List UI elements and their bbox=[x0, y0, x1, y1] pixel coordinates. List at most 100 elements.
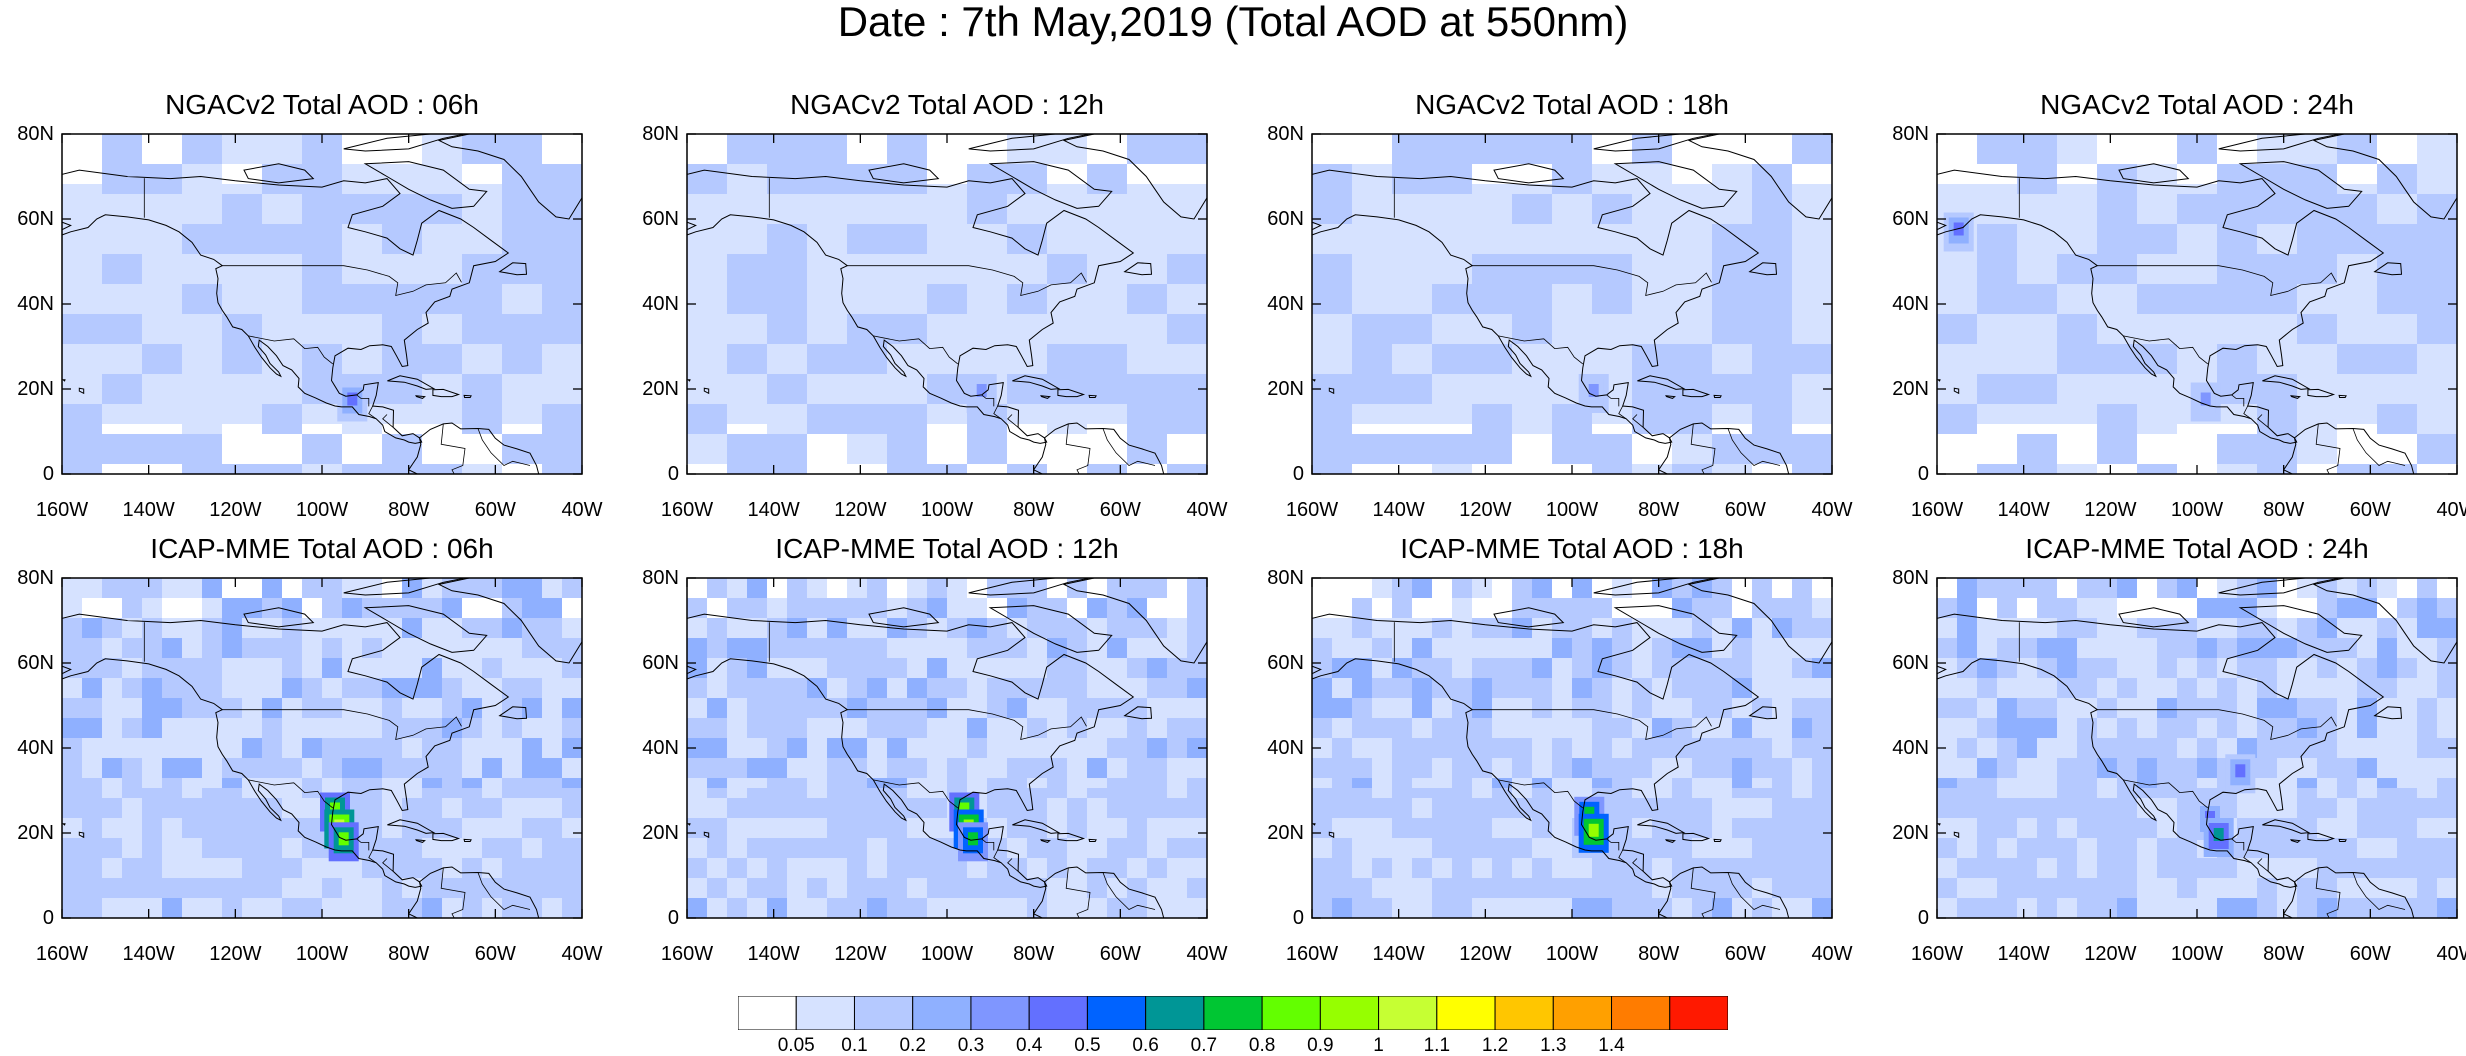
political-border bbox=[1632, 414, 1644, 428]
aod-cell bbox=[1147, 384, 1157, 394]
aod-cell bbox=[312, 738, 322, 748]
aod-cell bbox=[1107, 464, 1117, 474]
aod-cell bbox=[172, 444, 182, 454]
aod-cell bbox=[867, 144, 877, 154]
aod-cell bbox=[1312, 284, 1322, 294]
aod-cell bbox=[322, 738, 332, 748]
aod-cell bbox=[2017, 294, 2027, 304]
aod-cell bbox=[1682, 374, 1692, 384]
aod-cell bbox=[432, 344, 442, 354]
aod-cell bbox=[1432, 364, 1442, 374]
aod-cell bbox=[342, 748, 352, 758]
aod-cell bbox=[2217, 194, 2227, 204]
aod-cell bbox=[1562, 184, 1572, 194]
aod-cell bbox=[2027, 284, 2037, 294]
aod-cell bbox=[422, 204, 432, 214]
aod-cell bbox=[392, 374, 402, 384]
aod-cell bbox=[1997, 254, 2007, 264]
aod-cell bbox=[867, 174, 877, 184]
aod-cell bbox=[192, 304, 202, 314]
aod-cell bbox=[1117, 184, 1127, 194]
aod-cell bbox=[102, 184, 112, 194]
aod-cell bbox=[562, 284, 572, 294]
aod-cell bbox=[1532, 314, 1542, 324]
aod-cell bbox=[302, 274, 312, 284]
aod-cell bbox=[1352, 434, 1362, 444]
aod-cell bbox=[807, 364, 817, 374]
aod-cell bbox=[92, 868, 102, 878]
aod-cell bbox=[292, 818, 302, 828]
aod-cell bbox=[292, 908, 302, 918]
aod-cell bbox=[997, 194, 1007, 204]
aod-cell bbox=[1732, 394, 1742, 404]
aod-cell bbox=[1482, 154, 1492, 164]
aod-cell bbox=[807, 464, 817, 474]
aod-cell bbox=[2217, 264, 2227, 274]
aod-cell bbox=[1782, 164, 1792, 174]
aod-cell bbox=[2347, 154, 2357, 164]
aod-cell bbox=[1177, 414, 1187, 424]
aod-cell bbox=[1692, 144, 1702, 154]
aod-cell bbox=[302, 788, 312, 798]
aod-cell bbox=[1712, 384, 1722, 394]
aod-cell bbox=[977, 164, 987, 174]
aod-cell bbox=[2377, 164, 2387, 174]
aod-cell bbox=[162, 688, 172, 698]
aod-cell bbox=[2007, 234, 2017, 244]
aod-cell bbox=[2387, 164, 2397, 174]
aod-cell bbox=[1812, 134, 1822, 144]
aod-cell bbox=[372, 768, 382, 778]
aod-cell bbox=[432, 194, 442, 204]
aod-cell bbox=[272, 424, 282, 434]
aod-cell bbox=[1772, 374, 1782, 384]
aod-cell bbox=[122, 324, 132, 334]
aod-cell bbox=[442, 344, 452, 354]
aod-cell bbox=[422, 344, 432, 354]
aod-cell bbox=[1372, 344, 1382, 354]
aod-cell bbox=[362, 134, 372, 144]
aod-cell bbox=[2277, 374, 2287, 384]
aod-cell bbox=[1057, 344, 1067, 354]
coastline bbox=[2118, 163, 2190, 184]
aod-cell bbox=[302, 244, 312, 254]
aod-cell bbox=[312, 588, 322, 598]
aod-cell bbox=[1187, 444, 1197, 454]
aod-cell bbox=[522, 204, 532, 214]
aod-cell bbox=[122, 254, 132, 264]
aod-cell bbox=[402, 344, 412, 354]
aod-cell bbox=[1037, 234, 1047, 244]
aod-cell bbox=[807, 144, 817, 154]
aod-cell bbox=[727, 444, 737, 454]
aod-cell bbox=[2137, 144, 2147, 154]
aod-cell bbox=[2217, 454, 2227, 464]
aod-cell bbox=[222, 788, 232, 798]
aod-cell bbox=[2267, 174, 2277, 184]
aod-cell bbox=[2387, 464, 2397, 474]
aod-cell bbox=[112, 154, 122, 164]
aod-cell bbox=[1017, 424, 1027, 434]
aod-cell bbox=[422, 718, 432, 728]
aod-cell bbox=[2127, 224, 2137, 234]
aod-cell bbox=[202, 588, 212, 598]
aod-cell bbox=[1772, 254, 1782, 264]
aod-cell bbox=[1522, 334, 1532, 344]
aod-cell bbox=[2177, 434, 2187, 444]
aod-cell bbox=[2017, 444, 2027, 454]
aod-cell bbox=[1037, 434, 1047, 444]
aod-cell bbox=[382, 154, 392, 164]
aod-cell bbox=[372, 758, 382, 768]
aod-cell bbox=[2227, 384, 2237, 394]
aod-cell bbox=[172, 638, 182, 648]
aod-cell bbox=[1352, 394, 1362, 404]
aod-cell bbox=[2107, 254, 2117, 264]
aod-cell bbox=[572, 334, 582, 344]
aod-cell bbox=[242, 224, 252, 234]
aod-cell bbox=[1572, 154, 1582, 164]
aod-cell bbox=[967, 134, 977, 144]
aod-cell bbox=[572, 234, 582, 244]
aod-cell bbox=[172, 454, 182, 464]
aod-cell bbox=[777, 144, 787, 154]
aod-cell bbox=[1137, 424, 1147, 434]
aod-cell bbox=[1622, 254, 1632, 264]
aod-cell bbox=[797, 254, 807, 264]
